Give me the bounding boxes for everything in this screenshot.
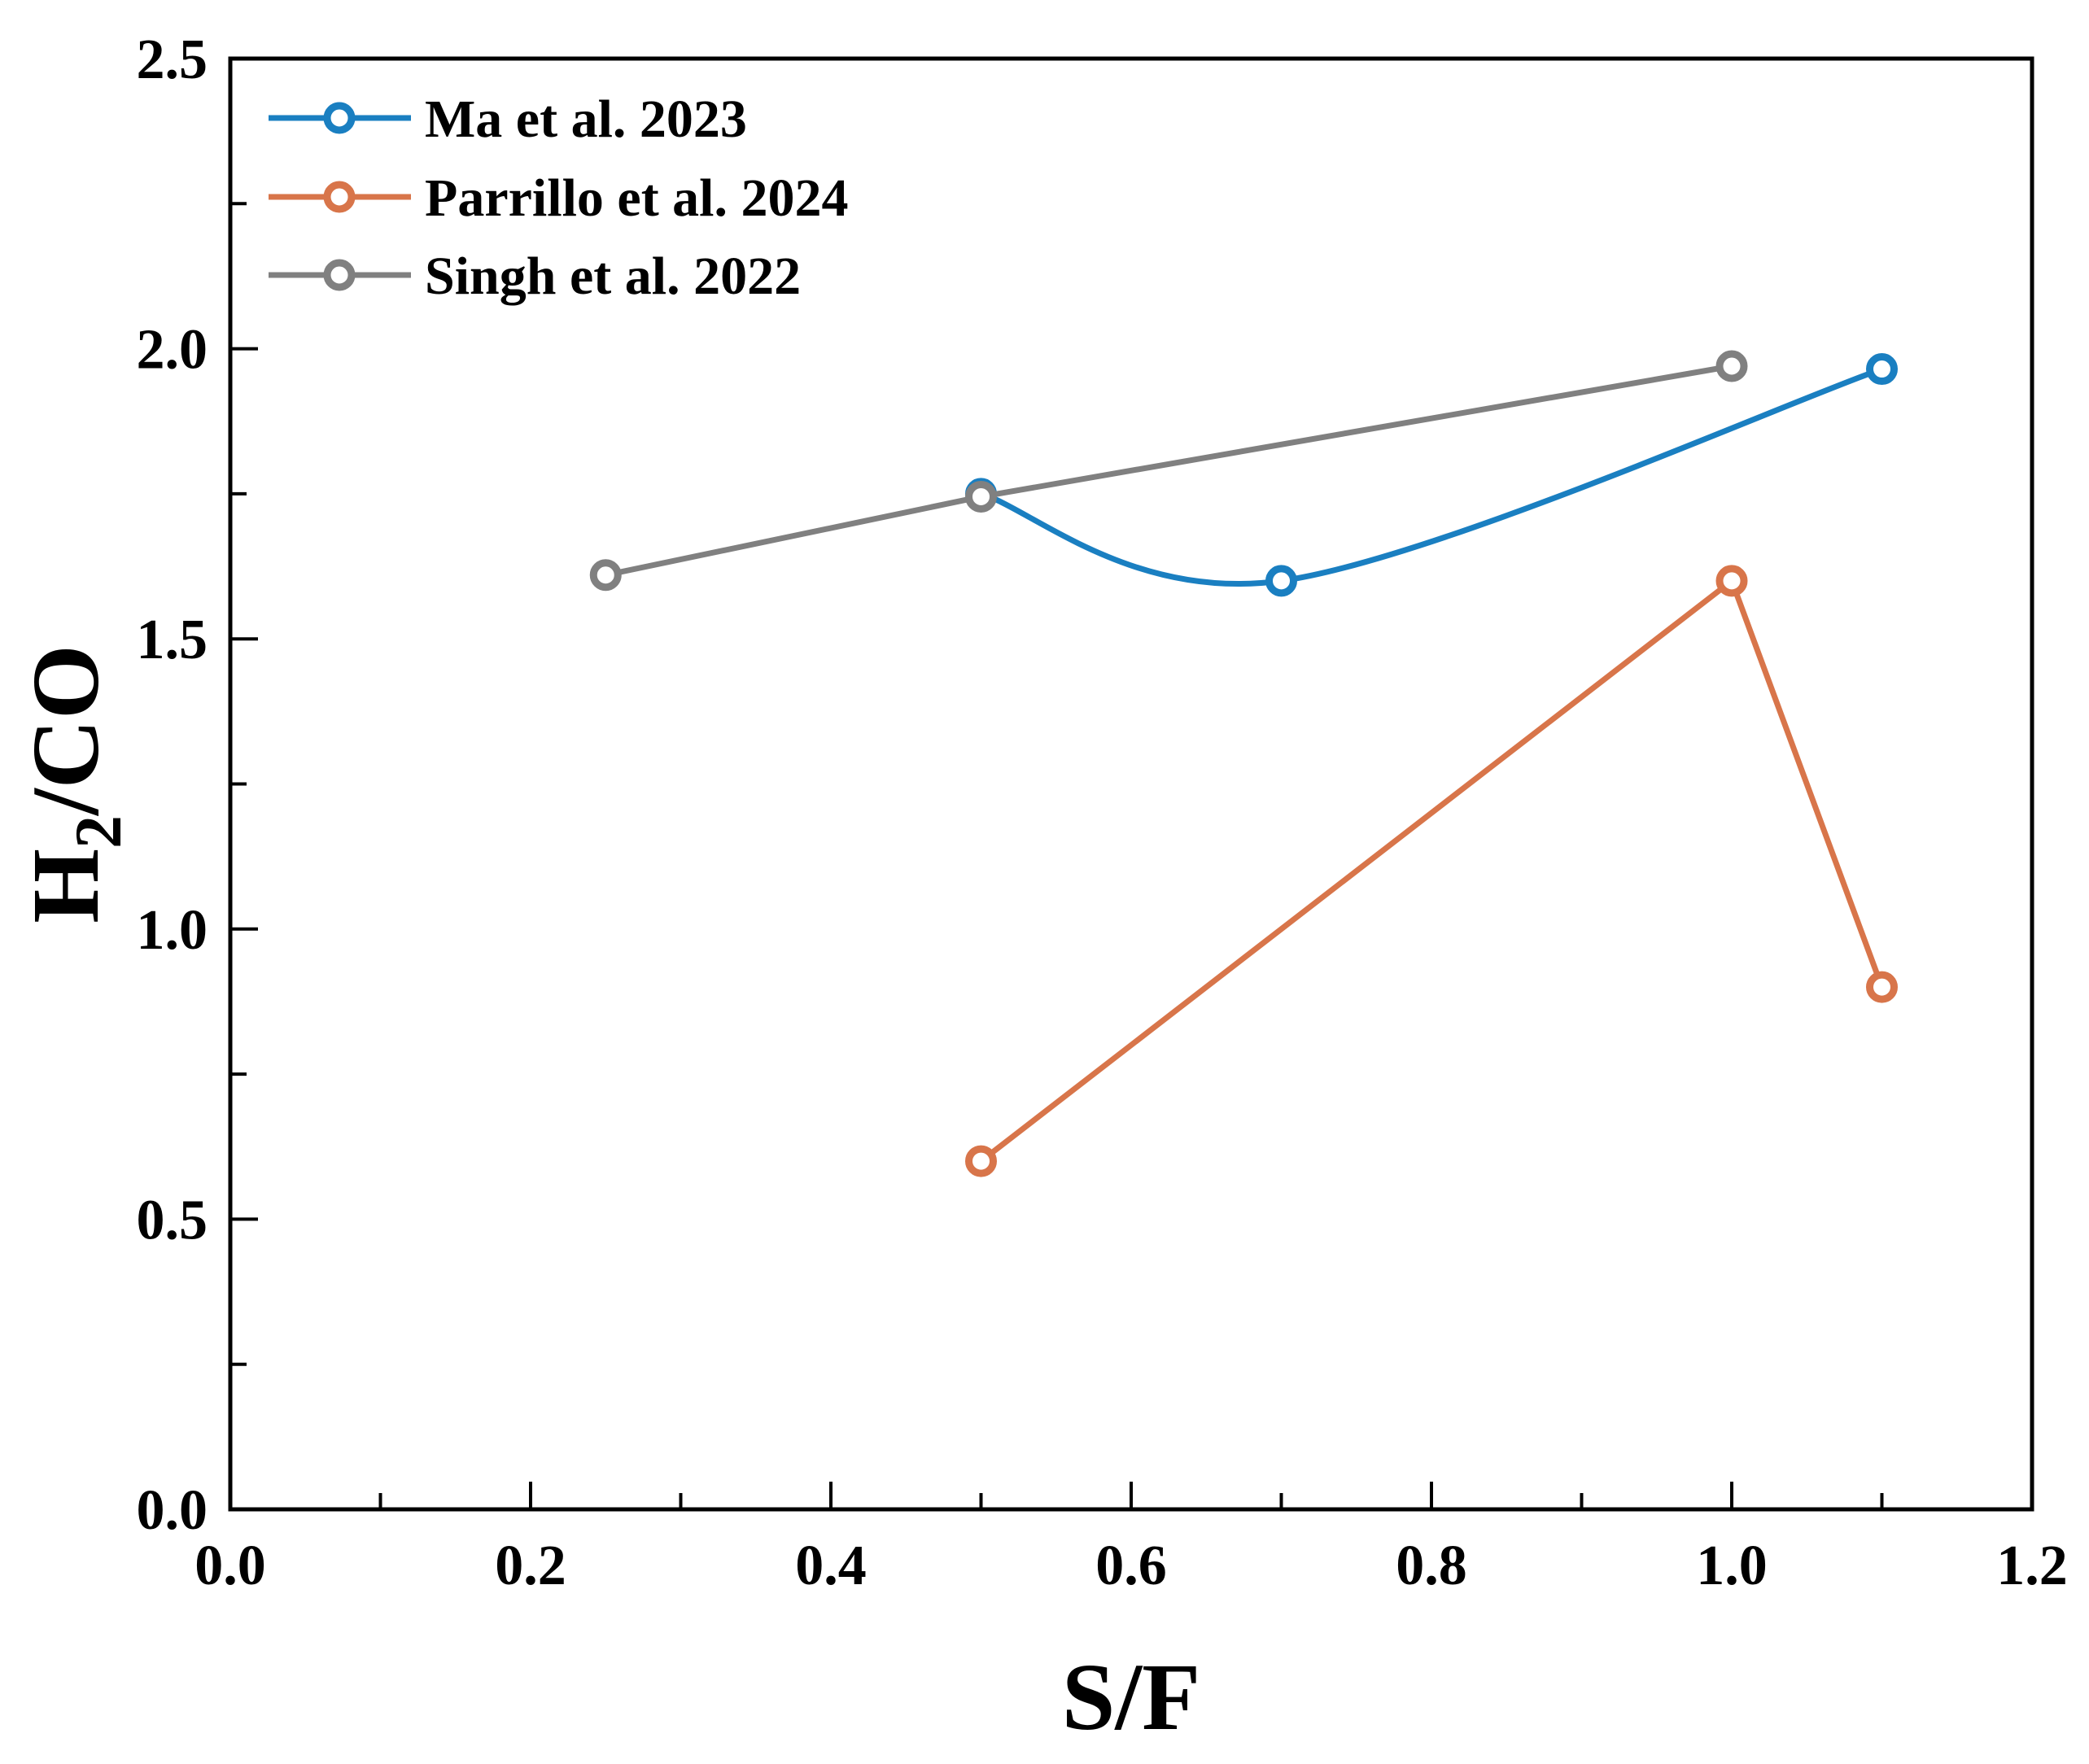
y-tick-label: 1.5 (137, 609, 208, 671)
data-point (965, 1145, 997, 1177)
y-tick-label: 1.0 (137, 899, 208, 962)
series-parrillo-et-al-2024 (965, 565, 1898, 1177)
y-tick-label: 0.5 (137, 1189, 208, 1251)
data-point (1866, 353, 1898, 386)
x-tick-label: 0.6 (1095, 1535, 1167, 1597)
series-line (979, 578, 1885, 1164)
x-tick-label: 0.8 (1396, 1535, 1467, 1597)
y-axis-title-main: H (12, 849, 119, 923)
series-layer (589, 350, 1898, 1177)
y-tick-label: 2.0 (137, 319, 208, 382)
legend-label: Parrillo et al. 2024 (425, 168, 849, 228)
data-point (965, 480, 997, 513)
legend-item-ma-et-al-2023: Ma et al. 2023 (269, 90, 747, 149)
series-line (980, 366, 1883, 587)
data-point (1866, 971, 1898, 1003)
data-point (1715, 350, 1748, 382)
legend-marker (323, 181, 356, 213)
y-axis-title-rest: /CO (12, 644, 119, 817)
x-tick-label: 0.0 (194, 1535, 266, 1597)
x-tick-label: 0.4 (795, 1535, 867, 1597)
legend: Ma et al. 2023 Parrillo et al. 2024 Singh … (269, 90, 849, 306)
x-tick-label: 1.0 (1696, 1535, 1768, 1597)
x-tick-label: 1.2 (1996, 1535, 2068, 1597)
legend-label: Singh et al. 2022 (425, 247, 801, 306)
series-line (605, 363, 1733, 579)
legend-label: Ma et al. 2023 (425, 90, 747, 149)
legend-marker (323, 102, 356, 134)
legend-item-parrillo-et-al-2024: Parrillo et al. 2024 (269, 168, 849, 228)
y-tick-label: 2.5 (137, 28, 208, 91)
legend-item-singh-et-al-2022: Singh et al. 2022 (269, 247, 801, 306)
y-axis-title: H2/CO (12, 644, 135, 923)
y-axis-title-subscript: 2 (61, 815, 135, 849)
x-tick-label: 0.2 (495, 1535, 566, 1597)
series-singh-et-al-2022 (589, 350, 1748, 592)
data-point (589, 559, 622, 592)
axis-layer: 0.0 0.2 0.4 0.6 0.8 1.0 1.2 0.0 0.5 1.0 1.5 2.0 2.5 (137, 28, 2068, 1597)
data-point (1715, 565, 1748, 597)
legend-marker (323, 259, 356, 291)
y-tick-label: 0.0 (137, 1479, 208, 1542)
x-axis-title: S/F (1062, 1644, 1201, 1750)
data-point (1265, 565, 1297, 597)
